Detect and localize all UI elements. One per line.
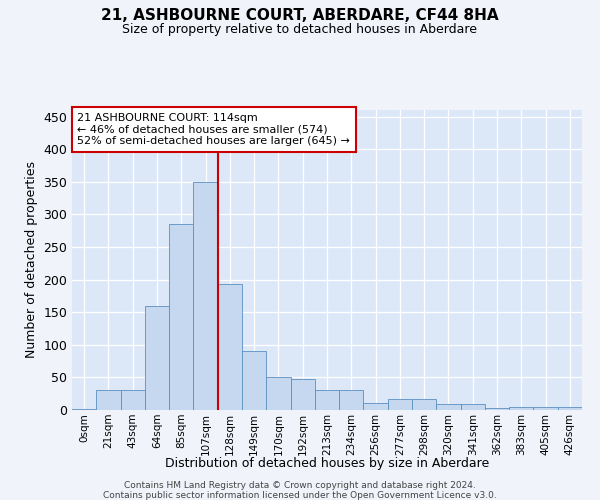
Bar — [242, 352, 266, 410]
Bar — [485, 408, 509, 410]
Bar — [121, 390, 145, 410]
Bar — [533, 406, 558, 410]
Bar — [315, 390, 339, 410]
Text: Distribution of detached houses by size in Aberdare: Distribution of detached houses by size … — [165, 458, 489, 470]
Bar — [509, 406, 533, 410]
Bar — [412, 399, 436, 410]
Bar — [558, 408, 582, 410]
Bar — [290, 378, 315, 410]
Y-axis label: Number of detached properties: Number of detached properties — [25, 162, 38, 358]
Bar — [96, 390, 121, 410]
Bar — [218, 284, 242, 410]
Bar — [461, 404, 485, 410]
Bar — [145, 306, 169, 410]
Text: Size of property relative to detached houses in Aberdare: Size of property relative to detached ho… — [122, 22, 478, 36]
Text: 21, ASHBOURNE COURT, ABERDARE, CF44 8HA: 21, ASHBOURNE COURT, ABERDARE, CF44 8HA — [101, 8, 499, 22]
Text: 21 ASHBOURNE COURT: 114sqm
← 46% of detached houses are smaller (574)
52% of sem: 21 ASHBOURNE COURT: 114sqm ← 46% of deta… — [77, 113, 350, 146]
Bar — [364, 404, 388, 410]
Bar — [388, 399, 412, 410]
Text: Contains HM Land Registry data © Crown copyright and database right 2024.: Contains HM Land Registry data © Crown c… — [124, 481, 476, 490]
Bar — [169, 224, 193, 410]
Bar — [339, 390, 364, 410]
Text: Contains public sector information licensed under the Open Government Licence v3: Contains public sector information licen… — [103, 491, 497, 500]
Bar — [193, 182, 218, 410]
Bar — [266, 378, 290, 410]
Bar — [436, 404, 461, 410]
